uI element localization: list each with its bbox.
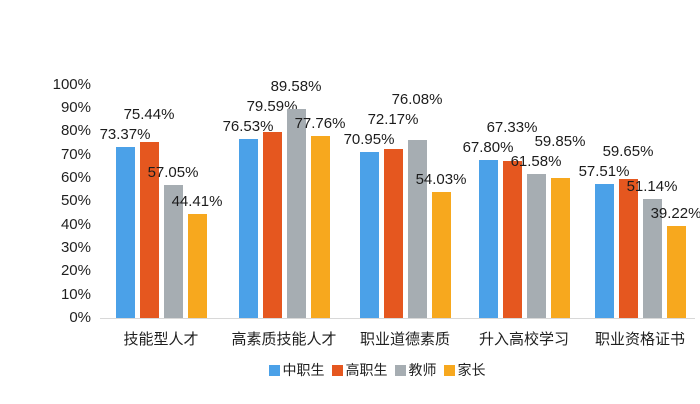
legend-label: 家长 xyxy=(457,362,486,378)
legend-item: 家长 xyxy=(443,362,486,379)
bar xyxy=(310,136,330,318)
bar xyxy=(407,140,427,318)
legend-label: 教师 xyxy=(408,362,437,378)
value-label: 73.37% xyxy=(99,125,151,143)
value-label: 79.59% xyxy=(246,98,298,116)
bar xyxy=(431,191,451,318)
bar xyxy=(286,108,306,318)
value-label: 67.80% xyxy=(462,138,514,156)
value-label: 89.58% xyxy=(270,78,322,96)
value-label: 72.17% xyxy=(367,111,419,129)
legend-swatch-icon xyxy=(443,365,455,376)
legend-swatch-icon xyxy=(331,365,343,376)
bar xyxy=(642,198,662,318)
y-axis-tick-label: 60% xyxy=(60,168,91,186)
bar xyxy=(478,159,498,318)
value-label: 67.33% xyxy=(486,118,538,136)
value-label: 75.44% xyxy=(123,105,175,123)
y-axis-tick-label: 30% xyxy=(60,238,91,256)
legend-item: 中职生 xyxy=(268,362,325,379)
category-label: 职业资格证书 xyxy=(594,331,686,348)
value-label: 59.85% xyxy=(534,133,586,151)
value-label: 76.53% xyxy=(222,118,274,136)
legend-item: 教师 xyxy=(394,362,437,379)
category-label: 高素质技能人才 xyxy=(231,331,337,348)
y-axis-tick-label: 50% xyxy=(60,192,91,210)
bar xyxy=(115,146,135,318)
value-label: 54.03% xyxy=(415,170,467,188)
y-axis-tick-label: 0% xyxy=(69,309,91,326)
value-label: 70.95% xyxy=(343,131,395,149)
y-axis-tick-label: 90% xyxy=(60,98,91,116)
bar xyxy=(550,178,570,318)
y-axis-tick-label: 10% xyxy=(60,285,91,303)
bar xyxy=(618,178,638,318)
legend-item: 高职生 xyxy=(331,362,388,379)
bar xyxy=(262,132,282,318)
value-label: 39.22% xyxy=(650,205,700,223)
value-label: 57.51% xyxy=(578,162,630,180)
value-label: 51.14% xyxy=(626,177,678,195)
bar xyxy=(359,152,379,318)
y-axis-tick-label: 100% xyxy=(52,75,91,93)
y-axis-tick-label: 70% xyxy=(60,145,91,163)
bar xyxy=(666,226,686,318)
category-label: 职业道德素质 xyxy=(359,331,451,348)
value-label: 76.08% xyxy=(391,91,443,109)
y-axis-tick-label: 80% xyxy=(60,122,91,140)
value-label: 57.05% xyxy=(147,163,199,181)
y-axis-tick-label: 40% xyxy=(60,215,91,233)
x-axis-line xyxy=(100,318,695,319)
bar xyxy=(594,183,614,318)
category-label: 升入高校学习 xyxy=(478,331,570,348)
category-label: 技能型人才 xyxy=(123,331,199,348)
value-label: 44.41% xyxy=(171,193,223,211)
bar xyxy=(526,174,546,318)
bar xyxy=(502,160,522,318)
bar xyxy=(238,139,258,318)
legend-label: 中职生 xyxy=(282,362,325,378)
bar xyxy=(163,184,183,318)
bar xyxy=(383,149,403,318)
legend-swatch-icon xyxy=(268,365,280,376)
value-label: 77.76% xyxy=(294,115,346,133)
legend-swatch-icon xyxy=(394,365,406,376)
bar xyxy=(187,214,207,318)
legend: 中职生 高职生 教师 家长 xyxy=(27,362,700,379)
y-axis-tick-label: 20% xyxy=(60,262,91,280)
bar xyxy=(139,141,159,318)
value-label: 59.65% xyxy=(602,142,654,160)
value-label: 61.58% xyxy=(510,153,562,171)
legend-label: 高职生 xyxy=(345,362,388,378)
